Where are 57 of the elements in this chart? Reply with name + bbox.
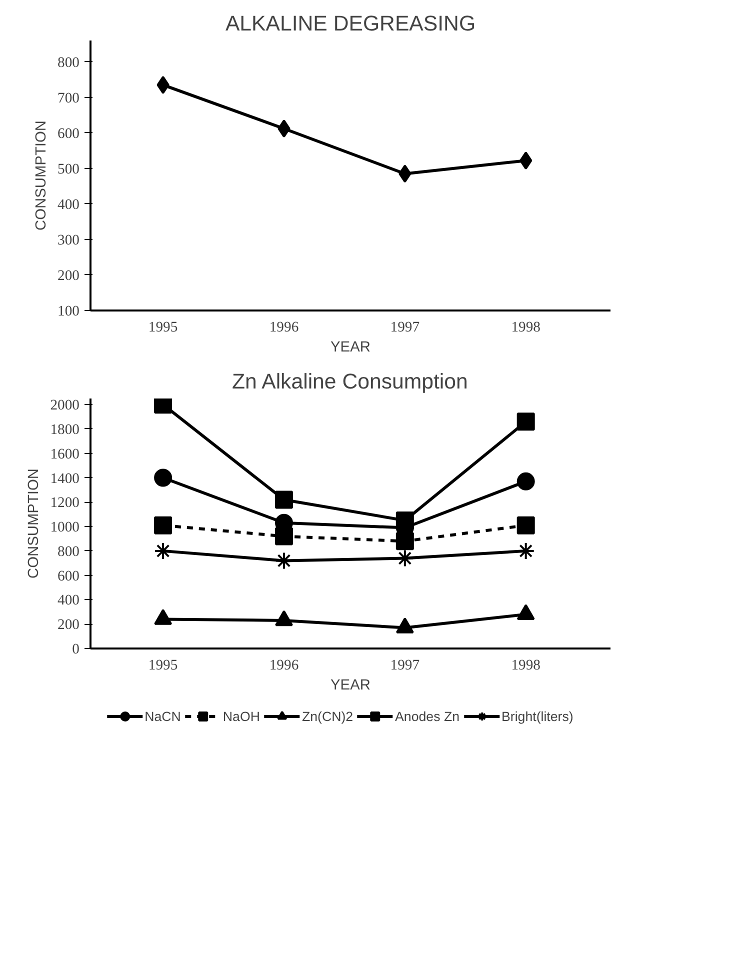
point [516, 472, 535, 490]
point [396, 511, 414, 530]
y-tick-label: 2000 [50, 398, 80, 414]
y-tick-label: 300 [58, 232, 80, 248]
y-tick-label: 1600 [50, 446, 80, 462]
y-axis-title: CONSUMPTION [34, 120, 50, 230]
x-tick-label: 1995 [148, 320, 178, 336]
y-tick-label: 500 [58, 161, 80, 178]
x-tick-label: 1998 [511, 658, 541, 674]
point [398, 164, 412, 183]
y-tick-label: 1000 [50, 520, 80, 536]
x-axis-title: YEAR [330, 678, 370, 694]
x-tick-label: 1995 [148, 658, 178, 674]
x-tick-label: 1996 [269, 658, 299, 674]
y-tick-label: 200 [58, 268, 80, 284]
y-tick-label: 400 [58, 592, 80, 609]
y-tick-label: 700 [58, 90, 80, 106]
x-tick-label: 1997 [390, 320, 420, 336]
x-axis-title: YEAR [330, 340, 370, 356]
x-tick-label: 1997 [390, 658, 420, 674]
y-tick-label: 400 [58, 196, 80, 213]
point [156, 76, 170, 94]
point [154, 468, 172, 487]
y-tick-label: 1200 [50, 495, 80, 512]
legend-label: Bright(liters) [502, 708, 574, 724]
point [154, 542, 172, 560]
point [154, 516, 172, 534]
point [396, 532, 414, 550]
y-tick-label: 0 [72, 642, 80, 658]
y-tick-label: 1800 [50, 422, 80, 438]
legend-label: Zn(CN)2 [302, 708, 354, 724]
point [274, 610, 293, 626]
point [274, 527, 293, 546]
y-axis-title: CONSUMPTION [26, 468, 42, 578]
y-tick-label: 800 [58, 544, 80, 560]
legend-label: Anodes Zn [395, 708, 460, 724]
y-tick-label: 100 [58, 304, 80, 320]
point [154, 398, 172, 414]
point [516, 604, 535, 620]
point [520, 152, 532, 170]
x-tick-label: 1998 [511, 320, 541, 336]
point [396, 618, 414, 634]
point [516, 412, 535, 431]
y-tick-label: 200 [58, 617, 80, 634]
y-tick-label: 1400 [50, 470, 80, 487]
point [274, 490, 293, 509]
legend-label: NaOH [222, 708, 260, 724]
y-tick-label: 600 [58, 126, 80, 142]
point [516, 516, 535, 534]
y-tick-label: 600 [58, 568, 80, 584]
x-tick-label: 1996 [269, 320, 299, 336]
point [154, 608, 172, 625]
chart-title: ALKALINE DEGREASING [225, 12, 476, 36]
point [278, 120, 290, 138]
chart-title: Zn Alkaline Consumption [232, 370, 468, 394]
y-tick-label: 800 [58, 54, 80, 71]
legend-label: NaCN [144, 708, 181, 724]
